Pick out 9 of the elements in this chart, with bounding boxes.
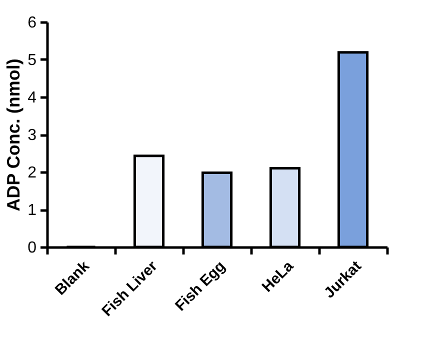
y-tick-label: 0 [28,240,37,256]
y-axis-title: ADP Conc. (nmol) [4,58,24,212]
x-tick-label: Fish Egg [172,258,229,315]
y-tick-label: 1 [28,202,37,219]
y-tick-label: 5 [28,52,37,69]
y-tick-label: 6 [28,14,37,32]
y-tick-label: 2 [28,164,37,182]
y-tick-label: 4 [28,90,37,106]
y-tick-label: 3 [28,127,37,144]
